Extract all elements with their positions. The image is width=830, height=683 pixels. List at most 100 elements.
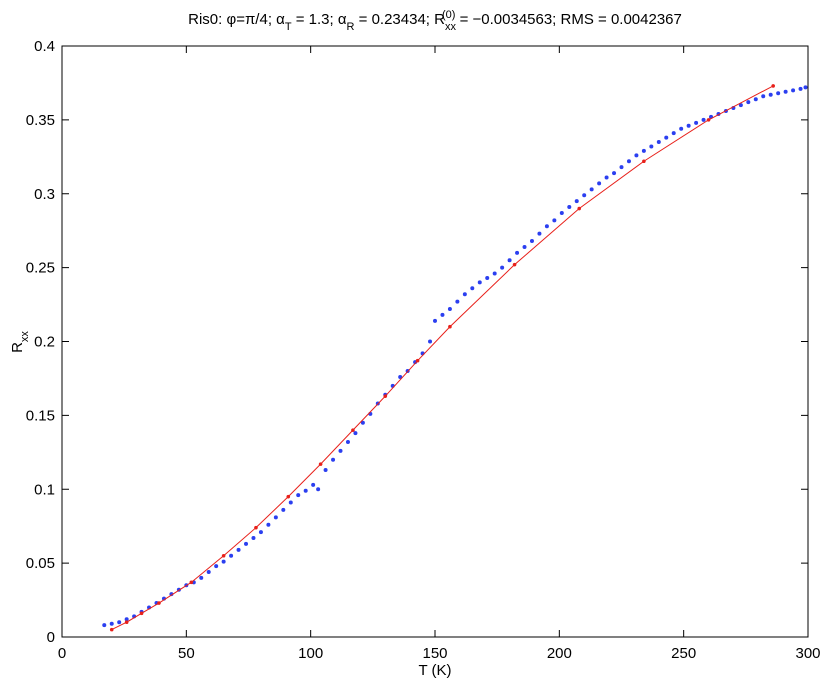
x-axis-label: T (K) (418, 662, 451, 679)
data-point (462, 292, 467, 297)
data-point (507, 258, 512, 263)
y-tick-label: 0.4 (34, 38, 55, 55)
title-part: R (347, 21, 355, 33)
data-point (236, 547, 241, 552)
data-point (783, 89, 788, 94)
title-part: = 1.3; α (292, 11, 347, 28)
data-point (634, 153, 639, 158)
data-point (619, 165, 624, 170)
data-point (251, 536, 256, 541)
data-point (641, 148, 646, 153)
fit-point (139, 611, 144, 616)
data-point (589, 187, 594, 192)
y-tick-label: 0.3 (34, 186, 55, 203)
data-point (694, 120, 699, 125)
data-point (574, 199, 579, 204)
fit-point (771, 84, 775, 88)
data-point (338, 448, 343, 453)
data-point (626, 159, 631, 164)
data-point (331, 457, 336, 462)
x-tick-label: 250 (671, 645, 696, 662)
y-tick-label: 0 (47, 629, 55, 646)
x-tick-label: 300 (795, 645, 820, 662)
data-point (776, 91, 781, 96)
data-point (567, 205, 572, 210)
data-point (258, 530, 263, 535)
fit-point (706, 118, 711, 122)
x-tick-label: 150 (422, 645, 447, 662)
fit-point (415, 358, 420, 363)
data-point (803, 85, 808, 90)
title-part: Ris0: φ=π/4; α (188, 11, 285, 28)
title-part: = 0.23434; R (354, 11, 445, 28)
data-point (433, 318, 437, 323)
data-point (522, 244, 527, 249)
data-point (701, 117, 706, 122)
data-point (323, 468, 328, 473)
fit-point (383, 394, 388, 398)
y-tick-label: 0.35 (26, 112, 55, 129)
fit-line (111, 85, 774, 631)
title-part: xx (445, 21, 457, 33)
data-point (485, 275, 490, 280)
data-point (199, 575, 204, 580)
data-point (281, 507, 286, 512)
fit-point (157, 601, 161, 605)
data-point (537, 231, 542, 236)
y-axis-label: Rxx (9, 331, 31, 353)
fit-point (286, 494, 291, 499)
x-tick-label: 50 (178, 645, 195, 662)
y-label-part: xx (19, 331, 31, 343)
data-point (492, 271, 497, 276)
data-point (552, 218, 557, 223)
data-point (428, 339, 433, 344)
data-point (221, 559, 226, 564)
fit-point (642, 159, 646, 164)
data-point (753, 97, 758, 102)
fit-point (124, 620, 129, 625)
data-point (798, 86, 803, 91)
data-point (316, 487, 321, 492)
data-point (679, 126, 684, 131)
fit-point (448, 324, 452, 329)
data-point (398, 374, 403, 379)
data-point (360, 420, 365, 425)
fit-point (109, 627, 114, 632)
x-tick-label: 200 (547, 645, 572, 662)
y-label-part: R (9, 342, 26, 353)
data-point (544, 224, 549, 229)
data-point (515, 250, 520, 255)
data-point (500, 265, 505, 270)
fit-point (577, 206, 582, 211)
x-tick-label: 0 (58, 645, 66, 662)
fit-point (512, 262, 517, 267)
title-part: = −0.0034563; RMS = 0.0042367 (455, 11, 681, 28)
data-point (345, 439, 350, 444)
data-point (296, 493, 301, 498)
chart-title: Ris0: φ=π/4; αT = 1.3; αR = 0.23434; Rxx… (188, 9, 682, 33)
data-point (559, 210, 564, 215)
fit-point (254, 525, 258, 530)
data-point (266, 522, 271, 527)
title-part: T (285, 21, 292, 33)
data-point (649, 144, 654, 149)
data-point (288, 500, 293, 505)
data-point (470, 286, 475, 291)
data-point (124, 617, 129, 622)
data-point (597, 181, 602, 186)
data-point (353, 431, 358, 436)
data-point (440, 312, 445, 317)
data-point (656, 140, 661, 145)
data-point (109, 621, 114, 626)
data-point (117, 620, 122, 625)
data-point (746, 100, 751, 105)
fit-point (351, 428, 355, 432)
data-point (529, 239, 534, 244)
data-point (273, 515, 278, 520)
data-point (303, 488, 308, 493)
data-point (612, 171, 617, 176)
data-point (244, 541, 249, 546)
